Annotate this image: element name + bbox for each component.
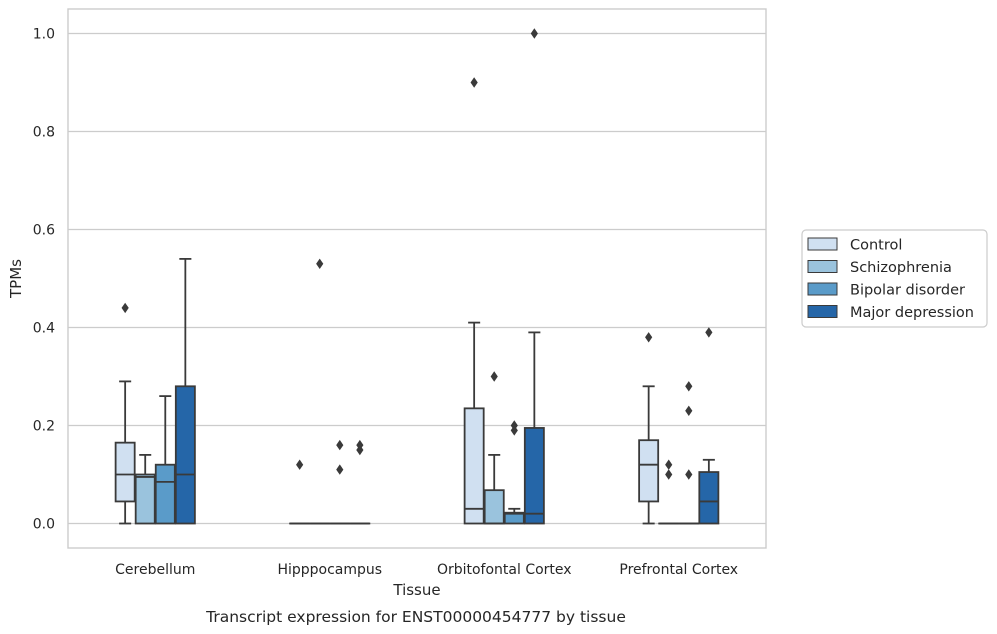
box-body <box>463 407 485 525</box>
box-schizophrenia <box>309 258 331 525</box>
x-tick-label: Cerebellum <box>115 562 195 578</box>
outlier-point <box>705 327 713 338</box>
y-axis-label: TPMs <box>7 259 25 299</box>
outlier-point <box>510 420 518 431</box>
box-body <box>483 489 505 525</box>
outlier-point <box>296 459 304 470</box>
plot-frame <box>67 8 767 549</box>
x-tick-label: Prefrontal Cortex <box>619 562 738 578</box>
box-body <box>154 463 176 525</box>
outlier-point <box>490 371 498 382</box>
y-tick-label: 0.6 <box>33 223 55 239</box>
x-tick-label: Orbitofontal Cortex <box>437 562 572 578</box>
y-tick-label: 0.8 <box>33 125 55 141</box>
box-control <box>463 77 485 525</box>
legend-swatch <box>807 305 838 318</box>
box-body <box>134 473 156 525</box>
outlier-point <box>685 405 693 416</box>
box-bipolar-disorder <box>678 381 700 525</box>
y-tick-label: 0.4 <box>33 321 55 337</box>
outlier-point <box>336 439 344 451</box>
legend-entry: Major depression <box>850 305 974 321</box>
boxes <box>114 28 720 525</box>
outlier-point <box>336 464 344 475</box>
legend-entry: Control <box>850 238 902 254</box>
figure-caption: Transcript expression for ENST0000045477… <box>205 608 626 626</box>
y-tick-label: 0.0 <box>33 517 55 533</box>
outlier-point <box>665 459 673 470</box>
x-axis-label: Tissue <box>392 581 440 599</box>
box-major-depression <box>174 257 196 525</box>
y-tick-labels: 0.0 0.2 0.4 0.6 0.8 1.0 <box>33 27 55 533</box>
box-body <box>114 441 136 503</box>
box-control <box>638 332 660 525</box>
box-body <box>698 471 720 525</box>
legend: Control Schizophrenia Bipolar disorder Majo… <box>801 229 988 328</box>
box-major-depression <box>349 439 371 525</box>
box-body <box>503 511 525 525</box>
outlier-point <box>685 381 693 392</box>
outlier-point <box>121 302 129 314</box>
legend-swatch <box>807 260 838 273</box>
x-tick-label: Hipppocampus <box>277 562 382 578</box>
legend-entry: Schizophrenia <box>850 260 952 276</box>
outlier-point <box>356 439 364 451</box>
box-body <box>523 427 545 525</box>
y-tick-label: 1.0 <box>33 27 55 43</box>
legend-swatch <box>807 282 838 296</box>
box-control <box>114 302 136 525</box>
outlier-point <box>470 77 478 88</box>
outlier-point <box>665 469 673 480</box>
legend-frame <box>801 229 988 328</box>
legend-swatch <box>807 237 838 251</box>
box-schizophrenia <box>134 453 156 525</box>
box-bipolar-disorder <box>154 395 176 525</box>
outlier-point <box>530 28 538 39</box>
outlier-point <box>316 258 324 269</box>
box-major-depression <box>698 327 720 525</box>
outlier-point <box>685 469 693 480</box>
gridlines <box>68 32 766 525</box>
legend-entry: Bipolar disorder <box>850 283 965 299</box>
box-bipolar-disorder <box>329 439 351 525</box>
box-major-depression <box>523 28 545 525</box>
box-schizophrenia <box>483 371 505 525</box>
box-body <box>638 439 660 503</box>
outlier-point <box>645 332 653 343</box>
box-bipolar-disorder <box>503 420 525 525</box>
box-body <box>174 385 196 525</box>
x-tick-labels: Cerebellum Hipppocampus Orbitofontal Corte… <box>115 562 738 578</box>
box-control <box>289 459 311 525</box>
y-tick-label: 0.2 <box>33 419 55 435</box>
box-schizophrenia <box>658 459 680 525</box>
